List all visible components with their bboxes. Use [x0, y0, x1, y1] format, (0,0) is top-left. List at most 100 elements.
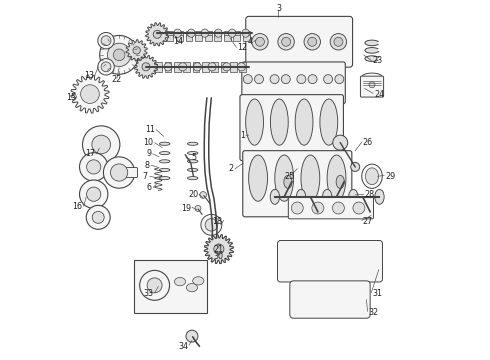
Ellipse shape — [365, 56, 379, 62]
Circle shape — [99, 35, 139, 74]
Circle shape — [335, 75, 344, 84]
Bar — [183, 66, 190, 72]
Ellipse shape — [159, 152, 170, 155]
Circle shape — [98, 32, 114, 49]
Bar — [174, 62, 180, 68]
Text: 15: 15 — [66, 93, 76, 102]
Ellipse shape — [270, 99, 288, 145]
Ellipse shape — [201, 29, 209, 37]
Circle shape — [86, 206, 110, 229]
Text: 25: 25 — [285, 172, 295, 181]
Circle shape — [282, 37, 291, 46]
Text: 10: 10 — [144, 138, 153, 147]
Circle shape — [255, 37, 265, 46]
Ellipse shape — [186, 283, 197, 292]
Circle shape — [323, 75, 333, 84]
FancyBboxPatch shape — [126, 167, 138, 177]
Circle shape — [244, 75, 252, 84]
Circle shape — [79, 153, 108, 181]
Circle shape — [312, 202, 324, 214]
Circle shape — [79, 180, 108, 208]
Bar — [157, 35, 164, 41]
FancyBboxPatch shape — [243, 151, 352, 217]
Text: 4: 4 — [247, 37, 252, 46]
Text: 7: 7 — [143, 172, 148, 181]
Ellipse shape — [362, 164, 382, 188]
Ellipse shape — [310, 205, 318, 218]
Bar — [230, 66, 237, 72]
Ellipse shape — [327, 155, 346, 201]
Text: 26: 26 — [363, 138, 373, 147]
Ellipse shape — [322, 189, 332, 204]
Bar — [196, 31, 202, 37]
Ellipse shape — [188, 142, 198, 145]
FancyBboxPatch shape — [277, 240, 383, 282]
Bar — [196, 35, 202, 41]
Ellipse shape — [362, 205, 370, 218]
Ellipse shape — [188, 29, 195, 37]
FancyBboxPatch shape — [361, 76, 384, 97]
Circle shape — [101, 62, 111, 72]
Circle shape — [332, 202, 344, 214]
Bar — [193, 62, 199, 68]
Bar — [233, 31, 240, 37]
Circle shape — [334, 37, 343, 46]
Bar — [183, 62, 190, 68]
Text: 30: 30 — [214, 252, 224, 261]
Text: 22: 22 — [111, 75, 121, 84]
Circle shape — [147, 278, 162, 293]
Polygon shape — [146, 23, 169, 46]
Ellipse shape — [237, 63, 245, 71]
Bar — [214, 31, 221, 37]
Ellipse shape — [366, 168, 379, 185]
Circle shape — [81, 85, 99, 103]
Bar — [243, 31, 249, 37]
Ellipse shape — [245, 99, 264, 145]
Text: 28: 28 — [365, 190, 375, 199]
FancyBboxPatch shape — [242, 62, 345, 104]
Bar — [176, 31, 183, 37]
Text: 31: 31 — [372, 289, 382, 298]
Ellipse shape — [194, 63, 201, 71]
Ellipse shape — [295, 99, 313, 145]
Ellipse shape — [336, 175, 344, 188]
Bar — [220, 62, 227, 68]
Ellipse shape — [188, 176, 198, 180]
Bar — [134, 260, 207, 312]
Text: 23: 23 — [372, 56, 382, 65]
Bar — [233, 35, 240, 41]
Bar — [146, 62, 152, 68]
Text: 3: 3 — [276, 4, 281, 13]
Ellipse shape — [159, 142, 170, 145]
Ellipse shape — [179, 63, 187, 71]
Circle shape — [92, 135, 111, 154]
Ellipse shape — [208, 63, 216, 71]
Circle shape — [281, 75, 290, 84]
Circle shape — [133, 47, 140, 54]
Ellipse shape — [159, 176, 170, 180]
Ellipse shape — [159, 168, 170, 171]
Bar — [220, 66, 227, 72]
Polygon shape — [126, 40, 147, 61]
Circle shape — [87, 187, 101, 201]
Circle shape — [82, 126, 120, 163]
Bar — [186, 31, 193, 37]
Ellipse shape — [174, 29, 181, 37]
Circle shape — [254, 75, 264, 84]
Circle shape — [252, 33, 268, 50]
Text: 17: 17 — [85, 149, 96, 158]
Circle shape — [369, 82, 375, 88]
Bar — [243, 35, 249, 41]
Circle shape — [278, 33, 294, 50]
Bar — [230, 62, 237, 68]
Ellipse shape — [248, 155, 268, 201]
Bar — [167, 31, 173, 37]
Ellipse shape — [270, 189, 280, 204]
Bar — [202, 62, 209, 68]
Ellipse shape — [275, 155, 294, 201]
Ellipse shape — [301, 155, 320, 201]
FancyBboxPatch shape — [246, 17, 353, 67]
Ellipse shape — [375, 189, 384, 204]
Circle shape — [201, 214, 222, 235]
Polygon shape — [204, 235, 233, 264]
